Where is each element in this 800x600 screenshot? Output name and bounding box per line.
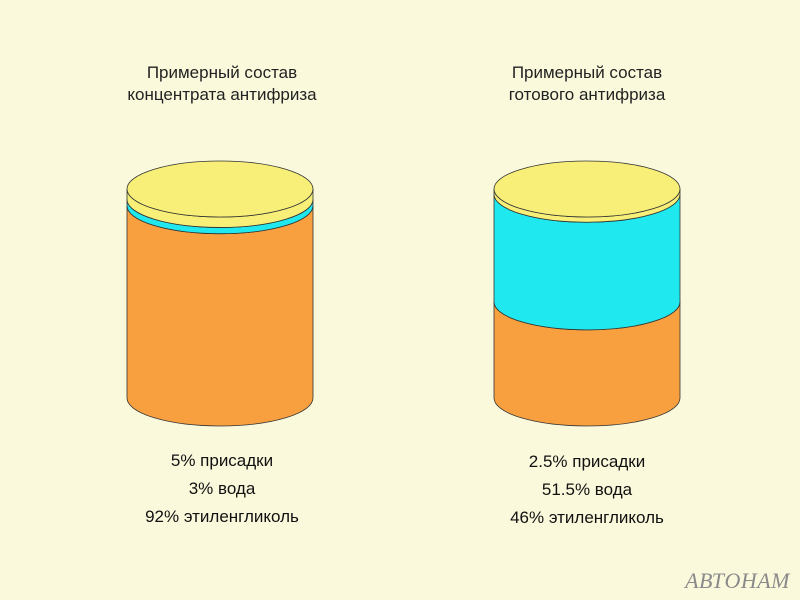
- right-legend-glycol: 46% этиленгликоль: [510, 508, 664, 527]
- right-legend-water: 51.5% вода: [541, 480, 633, 499]
- right-legend-additives: 2.5% присадки: [528, 452, 646, 471]
- left-legend-additives: 5% присадки: [170, 451, 274, 470]
- left-cylinder: [126, 160, 314, 427]
- left-title-line2: концентрата антифриза: [127, 85, 317, 104]
- right-title-line2: готового антифриза: [508, 85, 666, 104]
- left-legend-water: 3% вода: [188, 479, 256, 498]
- right-cylinder: [493, 160, 681, 427]
- right-cylinder-title: Примерный состав готового антифриза: [437, 62, 737, 106]
- left-title-line1: Примерный состав: [146, 63, 298, 82]
- left-cylinder-top: [126, 160, 314, 218]
- left-composition-legend: 5% присадки 3% вода 92% этиленгликоль: [72, 447, 372, 531]
- left-legend-glycol: 92% этиленгликоль: [145, 507, 299, 526]
- right-composition-legend: 2.5% присадки 51.5% вода 46% этиленглико…: [437, 448, 737, 532]
- watermark-logo: АВТОНАМ: [685, 568, 790, 593]
- right-title-line1: Примерный состав: [511, 63, 663, 82]
- left-cylinder-title: Примерный состав концентрата антифриза: [72, 62, 372, 106]
- left-segment-glycol: [126, 205, 314, 427]
- right-cylinder-top: [493, 160, 681, 218]
